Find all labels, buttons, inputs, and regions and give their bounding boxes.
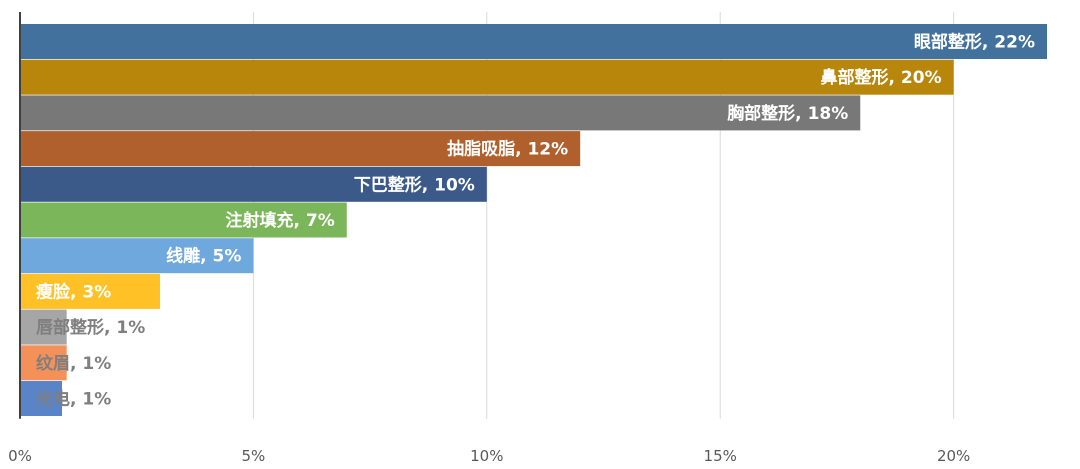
bars (20, 24, 1047, 416)
x-tick-label: 15% (704, 447, 737, 465)
x-tick-label: 5% (242, 447, 266, 465)
x-tick-label: 20% (937, 447, 970, 465)
bar-11 (20, 381, 63, 416)
bar-data-label: 下巴整形, 10% (354, 174, 475, 195)
bar-8 (20, 273, 161, 309)
bar-data-label: 纹眉, 1% (36, 353, 111, 374)
bar-data-label: 胸部整形, 18% (727, 103, 848, 124)
bar-labels: 眼部整形, 22% 鼻部整形, 20% 胸部整形, 18% 抽脂吸脂, 12% 下巴整形… (35, 32, 1035, 410)
bar-10 (20, 345, 67, 381)
bar-6 (20, 202, 347, 238)
bar-data-label: 鼻部整形, 20% (821, 67, 942, 88)
bar-3 (20, 95, 861, 131)
bar-7 (20, 238, 254, 274)
bar-data-label: 眼部整形, 22% (914, 32, 1035, 53)
x-tick-label: 10% (470, 447, 503, 465)
bar-9 (20, 309, 67, 345)
bar-1 (20, 24, 1047, 59)
bar-2 (20, 59, 954, 95)
x-axis-tick-labels: 0% 5% 10% 15% 20% (8, 447, 970, 465)
bar-data-label: 瘦脸, 3% (36, 281, 111, 302)
bar-data-label: 唇部整形, 1% (36, 317, 145, 338)
bar-data-label: 线雕, 5% (166, 246, 241, 267)
bar-data-label: 抽脂吸脂, 12% (447, 139, 568, 160)
x-tick-label: 0% (8, 447, 32, 465)
bar-5 (20, 166, 487, 202)
bar-data-label: 光电, 1% (35, 389, 111, 410)
bar-data-label: 注射填充, 7% (226, 210, 335, 231)
bar-4 (20, 131, 581, 167)
